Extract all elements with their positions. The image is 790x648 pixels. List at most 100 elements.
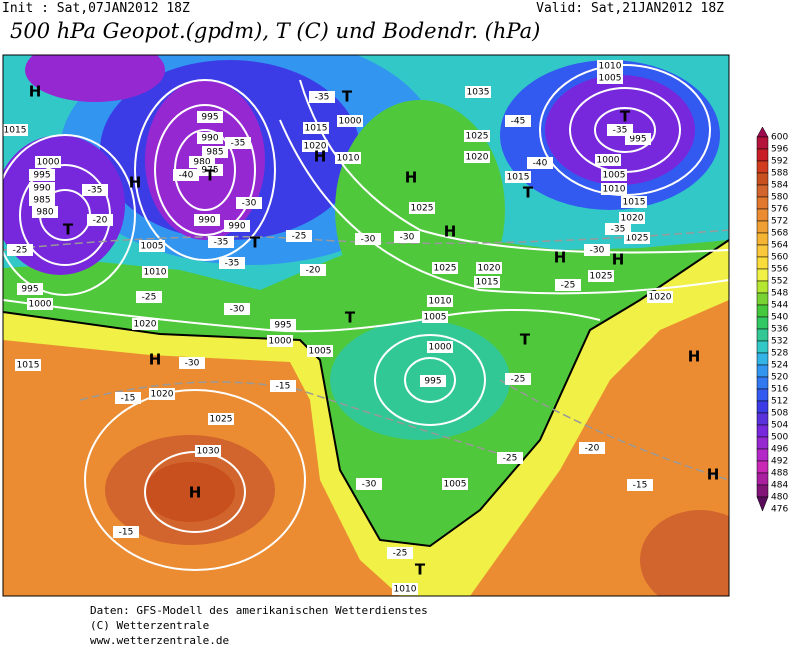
temperature-label: -30: [242, 199, 257, 209]
isobar-label: 1000: [37, 158, 60, 168]
isobar-label: 990: [198, 216, 215, 226]
colorbar-label: 520: [771, 373, 788, 383]
isobar-label: 1000: [29, 300, 52, 310]
temperature-label: -30: [185, 359, 200, 369]
colorbar-label: 584: [771, 181, 788, 191]
temperature-label: -40: [179, 171, 194, 181]
isobar-label-box: [464, 130, 490, 142]
isobar-label-box: [202, 146, 228, 158]
colorbar-label: 532: [771, 337, 788, 347]
isobar-label: 1020: [304, 142, 327, 152]
temperature-label: -25: [13, 246, 28, 256]
colorbar-label: 492: [771, 457, 788, 467]
isobar-label-box: [621, 196, 647, 208]
colorbar-label: 560: [771, 253, 788, 263]
colorbar-label: 564: [771, 241, 788, 251]
isobar-label-box: [427, 295, 453, 307]
pressure-center: H: [444, 223, 457, 241]
colorbar-label: 500: [771, 433, 788, 443]
isobar-label: 990: [228, 222, 245, 232]
temperature-label-box: [579, 442, 605, 454]
pressure-center: H: [707, 466, 720, 484]
temperature-label: -25: [561, 281, 576, 291]
colorbar-label: 548: [771, 289, 788, 299]
temperature-label: -30: [590, 246, 605, 256]
temperature-label: -30: [361, 235, 376, 245]
temperature-label-box: [605, 223, 631, 235]
colorbar-label: 588: [771, 169, 788, 179]
colorbar-label: 496: [771, 445, 788, 455]
isobar-label-box: [464, 151, 490, 163]
colorbar-swatch: [756, 400, 769, 414]
isobar-label-box: [335, 152, 361, 164]
temperature-label: -40: [533, 159, 548, 169]
isobar-label: 1025: [626, 234, 649, 244]
isobar-label-box: [601, 169, 627, 181]
isobar-label-box: [392, 583, 418, 595]
colorbar-label: 540: [771, 313, 788, 323]
temperature-label: -25: [511, 375, 526, 385]
warm-core: [145, 462, 235, 522]
isobar-label-box: [409, 202, 435, 214]
temperature-label-box: [627, 479, 653, 491]
temperature-label-box: [300, 264, 326, 276]
temperature-label: -35: [225, 259, 240, 269]
temperature-label: -15: [121, 394, 136, 404]
cold-core: [25, 55, 165, 102]
isobar-label: 1020: [621, 214, 644, 224]
temperature-label-box: [387, 547, 413, 559]
colorbar-swatch: [756, 364, 769, 378]
init-time: Init : Sat,07JAN2012 18Z: [2, 1, 190, 16]
pressure-center: T: [250, 234, 261, 252]
colorbar-label: 572: [771, 217, 788, 227]
isobar-label-box: [422, 311, 448, 323]
isobar-label: 1000: [429, 343, 452, 353]
pressure-center: T: [523, 184, 534, 202]
temperature-label-box: [224, 303, 250, 315]
pressure-center: T: [63, 221, 74, 239]
colorbar-label: 580: [771, 193, 788, 203]
temperature-label: -35: [231, 139, 246, 149]
colorbar-swatch: [756, 304, 769, 318]
colorbar-label: 480: [771, 493, 788, 503]
colorbar-label: 516: [771, 385, 788, 395]
temperature-label-box: [607, 124, 633, 136]
temperature-label-box: [136, 291, 162, 303]
colorbar-swatch: [756, 184, 769, 198]
isobar-label: 1015: [305, 124, 328, 134]
isobar-label-box: [195, 445, 221, 457]
isobar-label-box: [476, 262, 502, 274]
isobar-label: 1005: [424, 313, 447, 323]
isobar-label-box: [432, 262, 458, 274]
colorbar-label: 484: [771, 481, 788, 491]
temperature-label-box: [505, 115, 531, 127]
pressure-center: T: [415, 561, 426, 579]
isobar-label-box: [307, 345, 333, 357]
isobar-label-box: [35, 156, 61, 168]
isobar-label-box: [505, 171, 531, 183]
pressure-center: H: [189, 484, 202, 502]
isobar-label: 1015: [4, 126, 27, 136]
isobar-label-box: [442, 478, 468, 490]
temperature-label-box: [7, 244, 33, 256]
colorbar-swatch: [756, 460, 769, 474]
colorbar-swatch: [756, 316, 769, 330]
colorbar-swatch: [756, 148, 769, 162]
isobar-label: 1005: [599, 74, 622, 84]
isobar-label-box: [303, 122, 329, 134]
isobar-label: 995: [274, 321, 291, 331]
footer-line: Daten: GFS-Modell des amerikanischen Wet…: [90, 604, 428, 617]
colorbar-swatch: [756, 268, 769, 282]
map-title: 500 hPa Geopot.(gpdm), T (C) und Bodendr…: [10, 19, 540, 43]
colorbar-swatch: [756, 244, 769, 258]
temperature-label-box: [355, 233, 381, 245]
temperature-label-box: [113, 526, 139, 538]
pressure-center: H: [129, 174, 142, 192]
isobar-label-box: [149, 388, 175, 400]
pressure-center: H: [688, 348, 701, 366]
isobar-label: 1030: [197, 447, 220, 457]
pressure-center: H: [405, 169, 418, 187]
isobar-label: 1020: [649, 293, 672, 303]
temperature-label: -30: [230, 305, 245, 315]
